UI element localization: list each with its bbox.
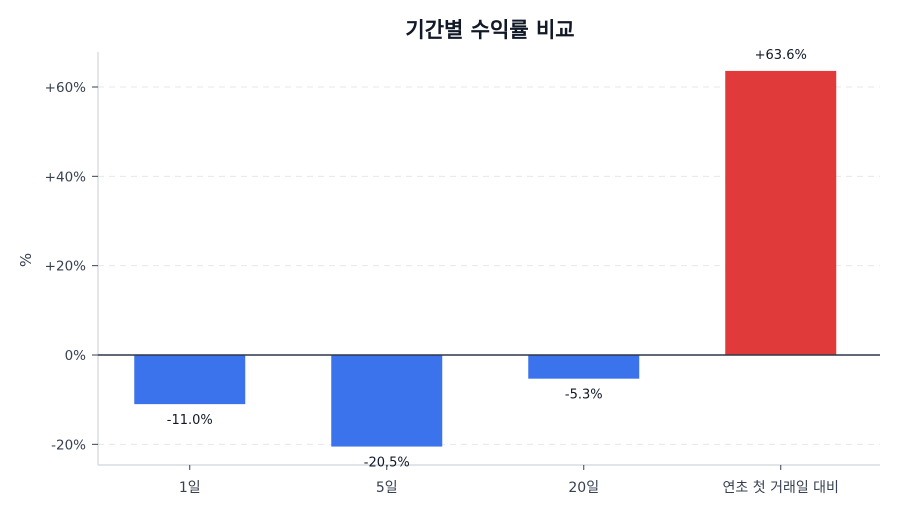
y-tick-label: 0% (65, 348, 87, 364)
bar (528, 355, 640, 379)
bars (134, 70, 837, 447)
bar (134, 355, 246, 405)
bar-value-label: +63.6% (755, 48, 807, 63)
chart-title: 기간별 수익률 비교 (405, 18, 574, 42)
y-tick-label: +40% (45, 169, 86, 185)
x-tick-label: 1일 (179, 480, 201, 496)
x-tick-label: 5일 (376, 480, 398, 496)
x-tick-label: 20일 (568, 480, 599, 496)
y-tick-label: +60% (45, 80, 86, 96)
y-axis-label: % (17, 253, 35, 267)
axes (97, 52, 880, 466)
bar-value-label: -11.0% (167, 413, 213, 428)
y-tick-label: -20% (51, 437, 86, 453)
y-tick-label: +20% (45, 259, 86, 275)
bar-value-labels: -11.0% -20.5% -5.3% +63.6% (167, 48, 807, 471)
bar-value-label: -5.3% (565, 388, 603, 403)
x-axis-ticks: 1일 5일 20일 연초 첫 거래일 대비 (179, 465, 839, 496)
x-tick-label: 연초 첫 거래일 대비 (723, 480, 839, 496)
y-axis-ticks: -20% 0% +20% +40% +60% (45, 80, 98, 453)
bar (331, 355, 443, 447)
bar-value-label: -20.5% (364, 456, 410, 471)
bar (725, 70, 837, 356)
